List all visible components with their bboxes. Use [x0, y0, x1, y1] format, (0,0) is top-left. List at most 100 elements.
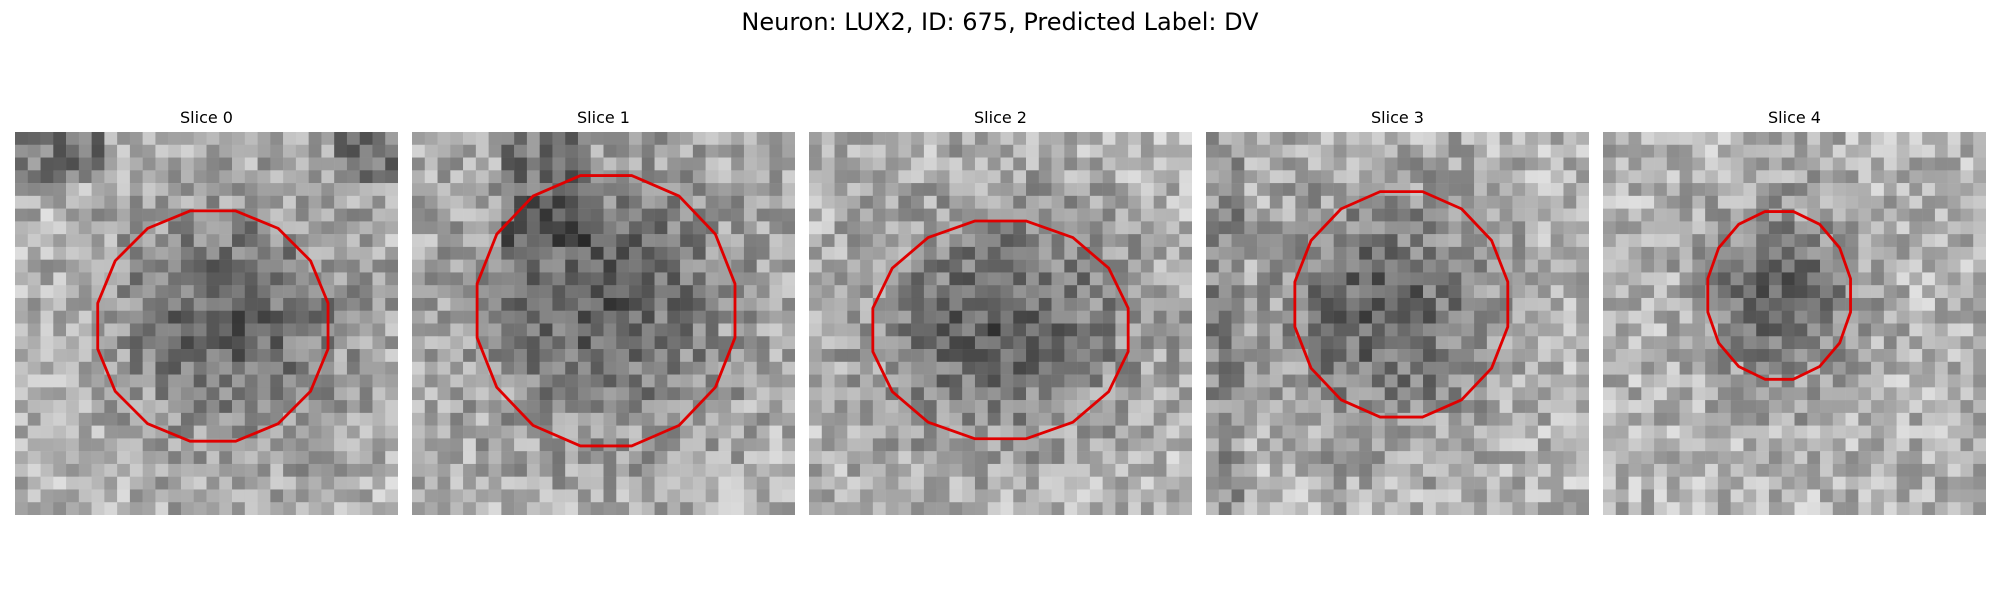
pixel: [1371, 400, 1385, 414]
pixel: [1628, 259, 1642, 273]
pixel: [1282, 400, 1296, 414]
pixel: [1282, 144, 1296, 158]
pixel: [295, 221, 309, 235]
pixel: [1603, 170, 1617, 184]
pixel: [1371, 502, 1385, 515]
pixel: [641, 285, 655, 299]
pixel: [1909, 374, 1923, 388]
pixel: [1858, 438, 1872, 452]
pixel: [705, 195, 719, 209]
pixel: [1858, 297, 1872, 311]
pixel: [1257, 183, 1271, 197]
pixel: [526, 297, 540, 311]
pixel: [1628, 132, 1642, 146]
pixel: [1883, 208, 1897, 222]
pixel: [475, 463, 489, 477]
pixel: [1102, 144, 1116, 158]
pixel: [1000, 336, 1014, 350]
pixel: [718, 438, 732, 452]
pixel: [1730, 297, 1744, 311]
pixel: [219, 476, 233, 490]
pixel: [514, 310, 528, 324]
pixel: [117, 157, 131, 171]
pixel: [359, 157, 373, 171]
pixel: [974, 374, 988, 388]
pixel: [577, 489, 591, 503]
pixel: [539, 412, 553, 426]
pixel: [1115, 259, 1129, 273]
pixel: [1871, 502, 1885, 515]
pixel: [1038, 387, 1052, 401]
pixel: [885, 400, 899, 414]
pixel: [1666, 387, 1680, 401]
pixel: [911, 323, 925, 337]
pixel: [1768, 502, 1782, 515]
pixel: [987, 400, 1001, 414]
pixel: [731, 297, 745, 311]
pixel: [1654, 195, 1668, 209]
pixel: [1269, 425, 1283, 439]
pixel: [1166, 297, 1180, 311]
pixel: [40, 132, 54, 146]
pixel: [565, 425, 579, 439]
pixel: [1397, 438, 1411, 452]
pixel: [629, 476, 643, 490]
pixel: [117, 310, 131, 324]
pixel: [129, 387, 143, 401]
pixel: [155, 374, 169, 388]
pixel: [911, 310, 925, 324]
pixel: [40, 323, 54, 337]
pixel: [860, 297, 874, 311]
pixel: [1692, 208, 1706, 222]
pixel: [53, 157, 67, 171]
pixel: [1883, 221, 1897, 235]
pixel: [1128, 132, 1142, 146]
pixel: [372, 246, 386, 260]
pixel: [974, 463, 988, 477]
pixel: [437, 502, 451, 515]
pixel: [1064, 400, 1078, 414]
pixel: [577, 144, 591, 158]
pixel: [1474, 412, 1488, 426]
pixel: [1435, 476, 1449, 490]
pixel: [898, 425, 912, 439]
pixel: [565, 144, 579, 158]
pixel: [680, 374, 694, 388]
pixel: [705, 476, 719, 490]
pixel: [1743, 451, 1757, 465]
pixel: [1206, 387, 1220, 401]
pixel: [53, 297, 67, 311]
pixel: [1206, 132, 1220, 146]
pixel: [1244, 463, 1258, 477]
pixel: [705, 438, 719, 452]
pixel: [27, 297, 41, 311]
pixel: [450, 387, 464, 401]
pixel: [769, 221, 783, 235]
pixel: [1512, 374, 1526, 388]
pixel: [66, 144, 80, 158]
pixel: [1000, 272, 1014, 286]
pixel: [680, 361, 694, 375]
pixel: [463, 297, 477, 311]
pixel: [1845, 208, 1859, 222]
pixel: [1115, 272, 1129, 286]
pixel: [1333, 285, 1347, 299]
pixel: [1883, 425, 1897, 439]
pixel: [1359, 297, 1373, 311]
pixel: [1973, 259, 1986, 273]
pixel: [270, 297, 284, 311]
pixel: [1064, 451, 1078, 465]
pixel: [1654, 476, 1668, 490]
pixel: [270, 400, 284, 414]
pixel: [949, 132, 963, 146]
pixel: [501, 463, 515, 477]
pixel: [1333, 336, 1347, 350]
pixel: [860, 272, 874, 286]
pixel: [385, 195, 398, 209]
pixel: [1576, 285, 1589, 299]
pixel: [15, 349, 29, 363]
pixel: [1499, 157, 1513, 171]
pixel: [885, 246, 899, 260]
pixel: [1896, 297, 1910, 311]
pixel: [526, 489, 540, 503]
